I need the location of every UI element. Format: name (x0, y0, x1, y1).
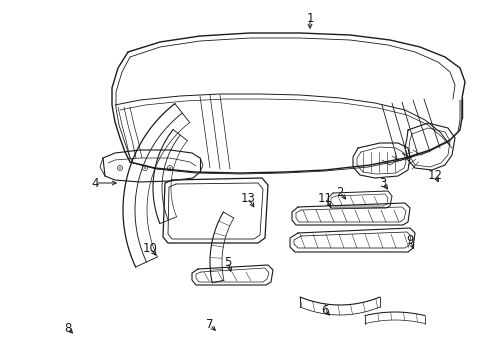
Circle shape (144, 167, 145, 169)
Circle shape (169, 167, 170, 169)
Circle shape (119, 167, 121, 169)
Text: 9: 9 (406, 234, 413, 247)
Text: 13: 13 (240, 192, 255, 204)
Text: 4: 4 (91, 176, 99, 189)
Text: 12: 12 (427, 168, 442, 181)
Text: 6: 6 (321, 303, 328, 316)
Text: 1: 1 (305, 12, 313, 24)
Text: 11: 11 (317, 192, 332, 204)
Text: 7: 7 (206, 319, 213, 332)
Text: 3: 3 (379, 176, 386, 189)
Text: 2: 2 (336, 185, 343, 198)
Text: 5: 5 (224, 256, 231, 269)
Text: 10: 10 (142, 242, 157, 255)
Text: 8: 8 (64, 321, 72, 334)
